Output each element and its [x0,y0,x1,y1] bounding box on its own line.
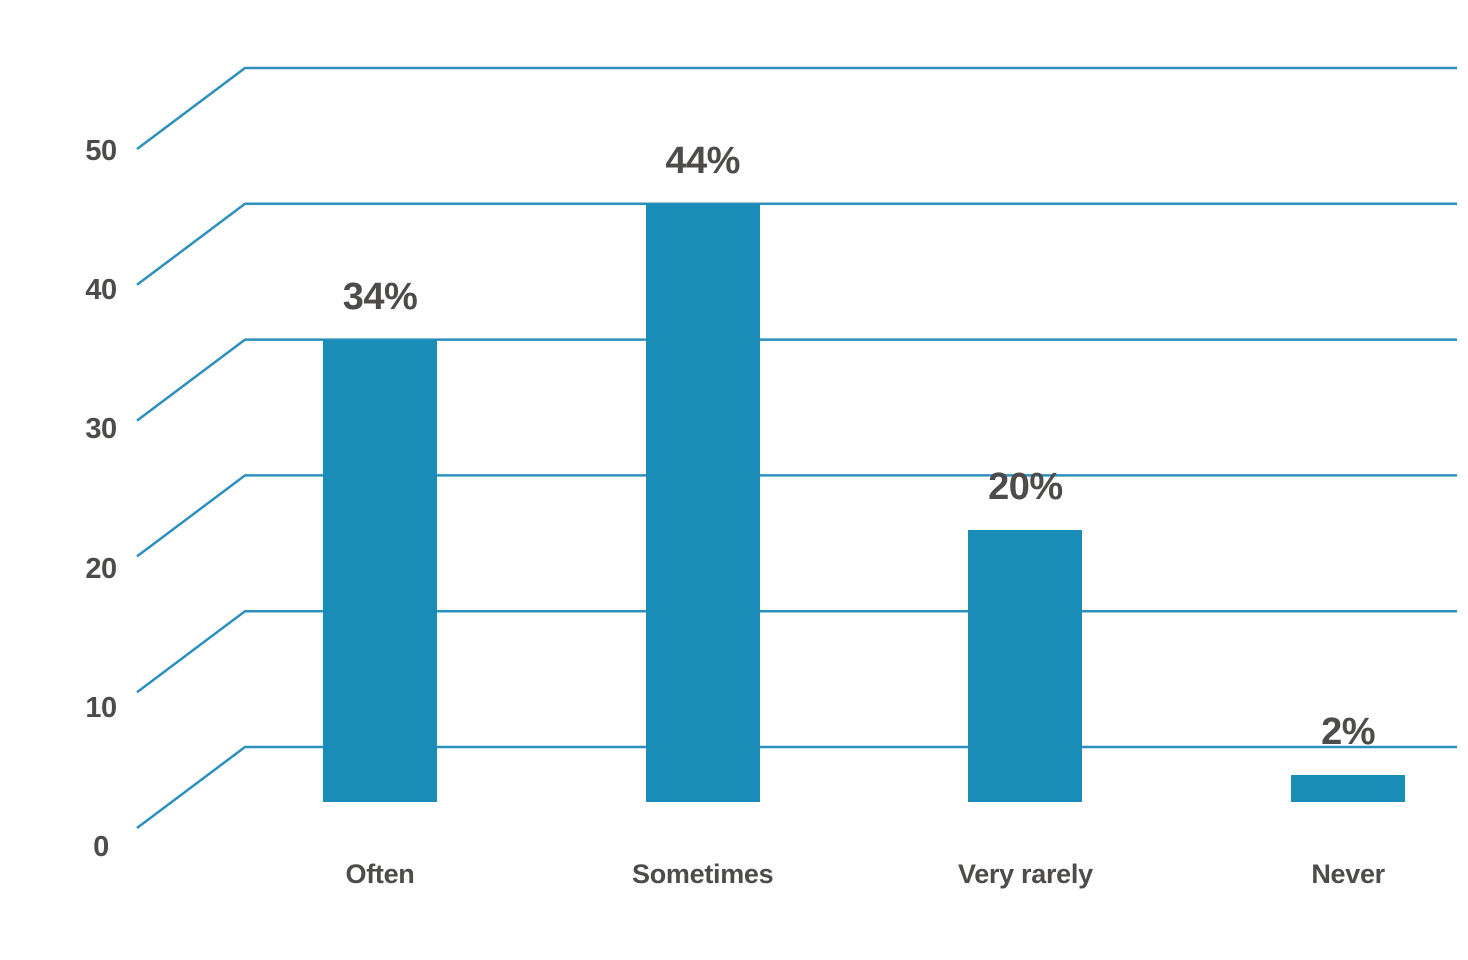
gridline-20 [136,474,1457,558]
bar-very-rarely [968,530,1082,802]
x-label-often: Often [345,859,415,889]
y-tick-label-20: 20 [85,552,117,585]
y-tick-label-30: 30 [85,413,117,446]
value-label-often: 34% [342,276,418,318]
bar-never [1291,775,1405,802]
y-tick-label-50: 50 [85,135,117,167]
bar-sometimes [646,204,760,802]
y-tick-label-40: 40 [85,274,117,307]
y-tick-label-0: 0 [93,831,109,863]
value-label-very-rarely: 20% [988,466,1063,508]
bar-often [323,340,437,802]
gridline-50 [136,66,1457,150]
value-label-sometimes: 44% [665,140,740,182]
x-label-very-rarely: Very rarely [957,859,1093,889]
gridline-40 [136,202,1457,286]
y-tick-label-10: 10 [85,691,117,724]
x-label-never: Never [1311,859,1385,889]
value-label-never: 2% [1321,711,1376,753]
bar-chart: 0 10 20 30 40 50 34% 44% 20% 2% Often Sometimes Ve… [40,16,1468,944]
x-label-sometimes: Sometimes [632,859,774,889]
gridline-30 [136,338,1457,422]
